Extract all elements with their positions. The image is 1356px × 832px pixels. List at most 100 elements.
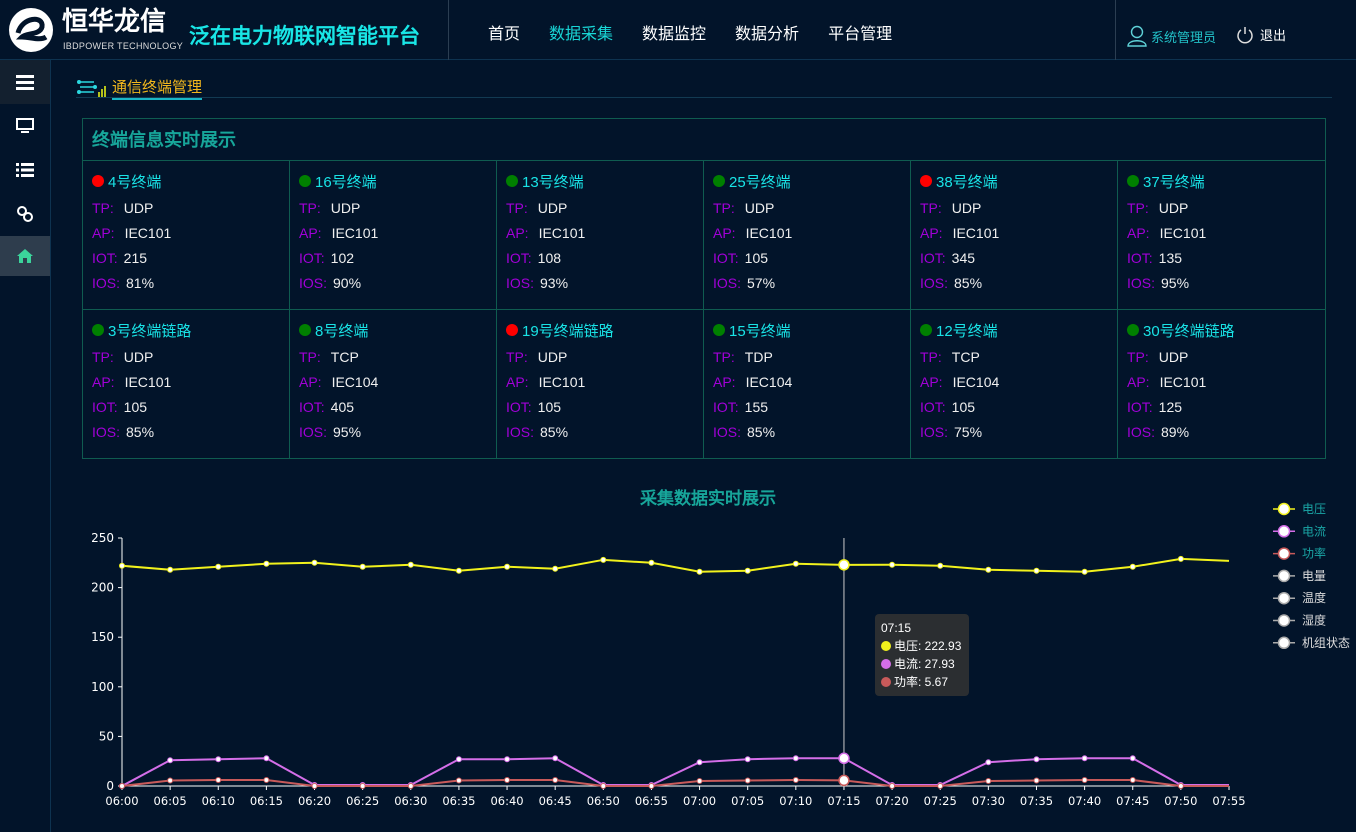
- data-point: [167, 757, 174, 764]
- breadcrumb: 通信终端管理: [76, 76, 203, 100]
- ap-value: IEC101: [124, 225, 172, 241]
- terminal-tp: TP: UDP: [506, 196, 703, 221]
- iot-value: 405: [330, 399, 355, 415]
- chart-title: 采集数据实时展示: [640, 489, 776, 508]
- tp-value: UDP: [951, 200, 982, 216]
- data-point: [792, 755, 799, 762]
- iot-value: 105: [123, 399, 148, 415]
- data-point: [552, 565, 559, 572]
- status-dot: [713, 175, 725, 187]
- y-tick-label: 0: [106, 779, 114, 793]
- terminal-card[interactable]: 16号终端 TP: UDP AP: IEC101 IOT: 102 IOS: 90%: [290, 161, 497, 310]
- sidebar-item-list[interactable]: [0, 148, 50, 192]
- tp-value: UDP: [537, 349, 568, 365]
- terminal-card[interactable]: 25号终端 TP: UDP AP: IEC101 IOT: 105 IOS: 57%: [704, 161, 911, 310]
- data-point: [600, 556, 607, 563]
- iot-value: 345: [951, 250, 976, 266]
- terminal-card[interactable]: 19号终端链路 TP: UDP AP: IEC101 IOT: 105 IOS: 85%: [497, 310, 704, 459]
- data-point: [648, 559, 655, 566]
- ap-value: IEC101: [1159, 225, 1207, 241]
- breadcrumb-current[interactable]: 通信终端管理: [112, 76, 203, 100]
- terminal-ios: IOS: 85%: [713, 420, 910, 445]
- ios-value: 89%: [1161, 424, 1190, 440]
- y-tick-label: 100: [91, 680, 114, 694]
- terminal-card[interactable]: 8号终端 TP: TCP AP: IEC104 IOT: 405 IOS: 95%: [290, 310, 497, 459]
- terminal-name: 38号终端: [936, 173, 998, 191]
- data-point: [744, 567, 751, 574]
- ios-label: IOS:: [1127, 275, 1156, 291]
- tp-label: TP:: [506, 349, 528, 365]
- x-tick-label: 07:25: [924, 794, 957, 808]
- terminal-ap: AP: IEC101: [1127, 221, 1325, 246]
- terminal-card[interactable]: 3号终端链路 TP: UDP AP: IEC101 IOT: 105 IOS: 85%: [83, 310, 290, 459]
- x-tick-label: 06:40: [490, 794, 523, 808]
- y-tick-label: 50: [99, 729, 114, 743]
- nav-data-collection[interactable]: 数据采集: [549, 26, 614, 43]
- terminal-name: 25号终端: [729, 173, 791, 191]
- terminal-name: 3号终端链路: [108, 322, 192, 340]
- sidebar-item-home[interactable]: [0, 236, 50, 276]
- ap-label: AP:: [920, 374, 943, 390]
- power-dot: [881, 677, 891, 687]
- sidebar-item-monitor[interactable]: [0, 104, 50, 148]
- ap-label: AP:: [1127, 374, 1150, 390]
- terminal-card[interactable]: 30号终端链路 TP: UDP AP: IEC101 IOT: 125 IOS: 89%: [1118, 310, 1325, 459]
- terminal-card[interactable]: 4号终端 TP: UDP AP: IEC101 IOT: 215 IOS: 81%: [83, 161, 290, 310]
- x-tick-label: 07:15: [827, 794, 860, 808]
- x-tick-label: 06:20: [298, 794, 331, 808]
- terminal-tp: TP: UDP: [920, 196, 1117, 221]
- status-dot: [1127, 324, 1139, 336]
- series-line-0: [121, 557, 1230, 573]
- data-point: [167, 566, 174, 573]
- tp-value: TCP: [951, 349, 980, 365]
- nav-home[interactable]: 首页: [488, 26, 521, 43]
- sidebar-item-link[interactable]: [0, 192, 50, 236]
- status-dot: [92, 324, 104, 336]
- ap-value: IEC101: [745, 225, 793, 241]
- data-point: [552, 777, 559, 784]
- terminal-card[interactable]: 37号终端 TP: UDP AP: IEC101 IOT: 135 IOS: 95%: [1118, 161, 1325, 310]
- x-tick-label: 06:05: [154, 794, 187, 808]
- nav-platform-admin[interactable]: 平台管理: [828, 26, 893, 43]
- nav-data-analysis[interactable]: 数据分析: [735, 26, 800, 43]
- tp-value: UDP: [744, 200, 775, 216]
- terminal-card[interactable]: 13号终端 TP: UDP AP: IEC101 IOT: 108 IOS: 93%: [497, 161, 704, 310]
- terminal-card[interactable]: 38号终端 TP: UDP AP: IEC101 IOT: 345 IOS: 85%: [911, 161, 1118, 310]
- menu-toggle[interactable]: [0, 60, 50, 104]
- brand-name: 恒华龙信: [62, 6, 167, 36]
- x-tick-label: 07:00: [683, 794, 716, 808]
- x-tick-label: 06:45: [539, 794, 572, 808]
- ios-value: 85%: [540, 424, 569, 440]
- series-line-2: [121, 779, 1229, 787]
- x-tick-label: 07:45: [1116, 794, 1149, 808]
- terminal-iot: IOT: 135: [1127, 246, 1325, 271]
- user-menu[interactable]: 系统管理员: [1126, 25, 1216, 47]
- tp-value: TCP: [330, 349, 359, 365]
- terminal-name: 12号终端: [936, 322, 998, 340]
- x-tick-label: 06:15: [250, 794, 283, 808]
- logout-label: 退出: [1260, 28, 1287, 43]
- iot-label: IOT:: [1127, 399, 1153, 415]
- terminal-tp: TP: UDP: [299, 196, 496, 221]
- terminal-ios: IOS: 90%: [299, 271, 496, 296]
- terminal-tp: TP: UDP: [506, 345, 703, 370]
- ap-value: IEC104: [952, 374, 1000, 390]
- nav-data-monitor[interactable]: 数据监控: [642, 26, 707, 43]
- tp-value: UDP: [537, 200, 568, 216]
- terminal-card[interactable]: 12号终端 TP: TCP AP: IEC104 IOT: 105 IOS: 75%: [911, 310, 1118, 459]
- ios-value: 93%: [540, 275, 569, 291]
- terminal-card[interactable]: 15号终端 TP: TDP AP: IEC104 IOT: 155 IOS: 85%: [704, 310, 911, 459]
- data-point: [937, 782, 944, 789]
- data-point: [937, 562, 944, 569]
- data-point: [838, 559, 850, 571]
- data-point: [696, 568, 703, 575]
- tooltip-voltage: 电压: 222.93: [894, 639, 962, 653]
- data-point: [937, 783, 944, 789]
- terminal-ap: AP: IEC101: [1127, 370, 1325, 395]
- logout-button[interactable]: 退出: [1236, 25, 1286, 44]
- iot-label: IOT:: [299, 250, 325, 266]
- divider: [448, 0, 449, 60]
- data-point: [600, 783, 607, 789]
- top-header: 恒华龙信 IBDPOWER TECHNOLOGY 泛在电力物联网智能平台 首页 …: [0, 0, 1356, 60]
- panel-title: 终端信息实时展示: [83, 119, 1325, 161]
